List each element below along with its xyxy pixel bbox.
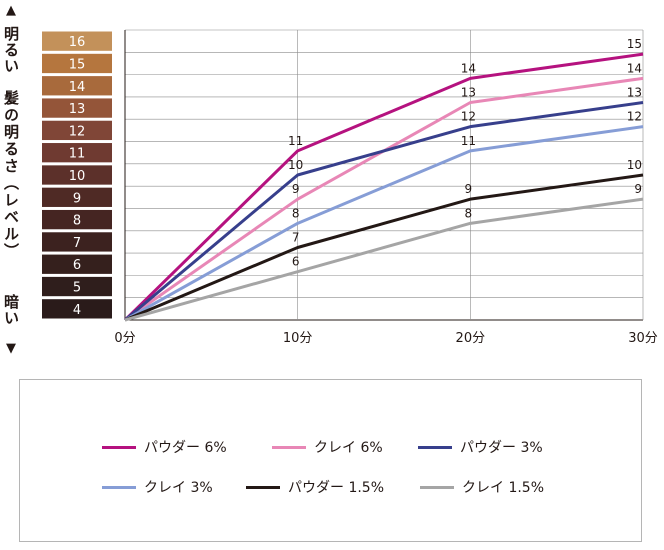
series-line <box>124 125 644 322</box>
series-line <box>123 52 644 322</box>
level-swatch-label: 7 <box>73 236 81 251</box>
series-line <box>124 173 644 322</box>
x-tick-labels: 0分 10分 20分 30分 <box>114 331 657 346</box>
data-label: 9 <box>292 182 300 196</box>
legend-label: クレイ 3% <box>144 480 213 496</box>
level-swatch-label: 8 <box>73 214 81 229</box>
level-swatch-label: 9 <box>73 191 81 206</box>
data-label: 8 <box>292 206 300 220</box>
data-label: 13 <box>627 86 642 100</box>
level-swatch <box>42 209 112 230</box>
y-axis-label-title: 髪の明るさ（レベル） <box>2 89 20 260</box>
data-label: 9 <box>465 182 473 196</box>
level-swatch-label: 12 <box>69 124 86 139</box>
legend-label: パウダー 1.5% <box>288 480 385 496</box>
level-swatch <box>42 143 112 163</box>
legend-item: クレイ 3% <box>102 477 213 497</box>
level-swatch <box>42 187 112 207</box>
legend-label: クレイ 1.5% <box>462 480 545 496</box>
level-swatch-label: 13 <box>69 102 86 117</box>
data-label: 12 <box>461 110 476 124</box>
level-swatch-label: 6 <box>73 258 81 273</box>
level-swatch-label: 5 <box>73 281 81 296</box>
legend-swatch <box>272 445 306 449</box>
level-swatch-label: 10 <box>69 169 86 184</box>
legend-swatch <box>420 485 454 489</box>
data-label: 9 <box>634 182 642 196</box>
legend: パウダー 6% クレイ 6% パウダー 3% クレイ 3% パウダー 1.5% … <box>19 379 642 542</box>
legend-item: クレイ 1.5% <box>420 477 544 497</box>
data-label: 7 <box>292 231 300 245</box>
level-swatch <box>42 276 112 297</box>
level-swatches: 16 15 14 13 12 11 10 9 8 7 6 5 4 <box>42 31 112 319</box>
data-label: 8 <box>465 206 473 220</box>
level-swatch-label: 14 <box>69 80 86 95</box>
top-arrow-icon: ▲ <box>6 3 16 18</box>
legend-label: クレイ 6% <box>314 440 383 456</box>
legend-label: パウダー 3% <box>460 440 543 456</box>
y-axis-label: ▲ 明るい 髪の明るさ（レベル） 暗い ▼ <box>0 0 22 546</box>
level-swatch-label: 11 <box>69 147 86 162</box>
data-label: 10 <box>627 158 642 172</box>
level-swatch <box>42 31 112 51</box>
x-tick-label: 0分 <box>114 331 135 346</box>
data-label: 10 <box>288 158 303 172</box>
level-swatch <box>42 76 112 96</box>
legend-item: パウダー 3% <box>418 437 543 457</box>
data-label: 12 <box>627 110 642 124</box>
level-swatch <box>42 53 112 74</box>
legend-swatch <box>246 485 280 489</box>
data-label: 6 <box>292 255 300 269</box>
data-label: 15 <box>627 37 642 51</box>
chart-series: 11 14 15 9 13 14 10 12 13 8 11 12 7 9 10 6 8 9 <box>123 37 644 322</box>
legend-item: クレイ 6% <box>272 437 383 457</box>
data-label: 13 <box>461 86 476 100</box>
legend-swatch <box>102 445 136 449</box>
legend-label: パウダー 6% <box>144 440 227 456</box>
y-axis-label-dark: 暗い <box>2 293 20 326</box>
level-swatch <box>42 120 112 141</box>
x-tick-label: 10分 <box>283 331 313 346</box>
level-swatch <box>42 165 112 185</box>
data-label: 11 <box>288 134 303 148</box>
data-label: 14 <box>627 61 642 75</box>
y-axis-label-bright: 明るい <box>2 26 20 74</box>
legend-item: パウダー 6% <box>102 437 227 457</box>
legend-swatch <box>102 485 136 489</box>
level-swatch <box>42 232 112 252</box>
data-label: 11 <box>461 134 476 148</box>
bottom-arrow-icon: ▼ <box>6 341 16 356</box>
level-swatch <box>42 254 112 274</box>
level-swatch-label: 16 <box>69 35 86 50</box>
series-line <box>124 197 644 322</box>
data-label: 14 <box>461 61 476 75</box>
series-line <box>124 101 644 322</box>
level-swatch-label: 15 <box>69 57 86 72</box>
level-swatch <box>42 98 112 118</box>
legend-item: パウダー 1.5% <box>246 477 384 497</box>
x-tick-label: 30分 <box>628 331 658 346</box>
level-swatch <box>42 299 112 319</box>
x-tick-label: 20分 <box>456 331 486 346</box>
level-swatch-label: 4 <box>73 303 81 318</box>
y-axis-label-svg: ▲ 明るい 髪の明るさ（レベル） 暗い ▼ <box>2 3 20 356</box>
legend-swatch <box>418 445 452 449</box>
